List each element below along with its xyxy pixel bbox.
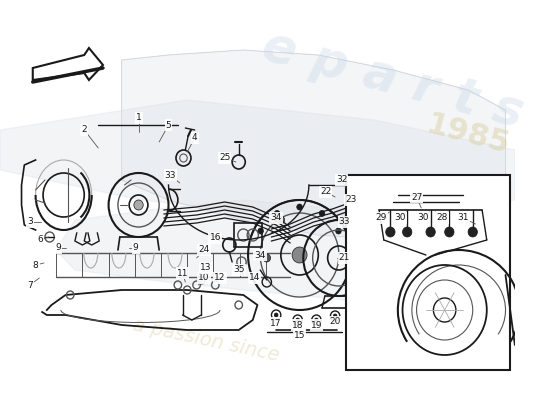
Circle shape xyxy=(274,313,278,317)
Circle shape xyxy=(403,227,412,237)
Bar xyxy=(346,175,510,370)
Circle shape xyxy=(297,204,302,210)
Circle shape xyxy=(333,314,337,318)
Text: 15: 15 xyxy=(294,330,305,340)
Text: 17: 17 xyxy=(271,318,282,328)
Circle shape xyxy=(274,210,280,216)
Text: 16: 16 xyxy=(210,234,221,242)
Text: a passion since: a passion since xyxy=(131,315,281,365)
Text: 6: 6 xyxy=(37,236,43,244)
Text: 27: 27 xyxy=(411,192,422,202)
Text: 34: 34 xyxy=(271,214,282,222)
Circle shape xyxy=(258,228,263,234)
Text: 4: 4 xyxy=(192,134,197,142)
Text: 14: 14 xyxy=(249,274,260,282)
Text: 33: 33 xyxy=(164,170,176,180)
Circle shape xyxy=(426,227,435,237)
Circle shape xyxy=(361,201,369,209)
Circle shape xyxy=(134,200,143,210)
Polygon shape xyxy=(0,100,515,220)
Text: 9: 9 xyxy=(55,244,61,252)
Text: 12: 12 xyxy=(214,274,225,282)
Text: 5: 5 xyxy=(166,120,172,130)
Circle shape xyxy=(336,228,342,234)
Text: 28: 28 xyxy=(436,214,448,222)
Circle shape xyxy=(468,227,477,237)
Text: 32: 32 xyxy=(336,176,348,184)
Text: 9: 9 xyxy=(133,244,139,252)
Text: 29: 29 xyxy=(375,214,387,222)
Text: 19: 19 xyxy=(311,320,322,330)
Circle shape xyxy=(277,216,284,224)
Text: 34: 34 xyxy=(255,250,266,260)
Text: 33: 33 xyxy=(339,218,350,226)
Circle shape xyxy=(315,318,318,322)
Text: 35: 35 xyxy=(233,266,244,274)
Text: 20: 20 xyxy=(329,318,341,326)
Text: 30: 30 xyxy=(394,214,405,222)
Text: 11: 11 xyxy=(177,268,188,278)
Text: 3: 3 xyxy=(27,218,33,226)
Circle shape xyxy=(386,227,395,237)
Text: 22: 22 xyxy=(320,188,332,196)
Text: 8: 8 xyxy=(32,260,38,270)
Text: 7: 7 xyxy=(27,280,33,290)
Text: 2: 2 xyxy=(81,126,87,134)
Circle shape xyxy=(296,318,300,322)
Text: 21: 21 xyxy=(339,254,350,262)
Text: 1: 1 xyxy=(136,114,141,122)
Text: 30: 30 xyxy=(417,214,429,222)
Polygon shape xyxy=(56,200,505,310)
Circle shape xyxy=(444,227,454,237)
Bar xyxy=(234,223,262,247)
Text: 24: 24 xyxy=(199,246,210,254)
Text: 25: 25 xyxy=(219,154,230,162)
Text: 31: 31 xyxy=(458,214,469,222)
Polygon shape xyxy=(122,50,505,240)
Circle shape xyxy=(292,247,307,263)
Circle shape xyxy=(263,254,271,262)
Text: 1985: 1985 xyxy=(423,110,513,160)
Text: 10: 10 xyxy=(199,274,210,282)
Text: 23: 23 xyxy=(345,196,357,204)
Text: 18: 18 xyxy=(292,320,304,330)
Circle shape xyxy=(319,210,325,216)
Text: e p a r t s: e p a r t s xyxy=(257,22,529,138)
Text: 13: 13 xyxy=(200,264,212,272)
